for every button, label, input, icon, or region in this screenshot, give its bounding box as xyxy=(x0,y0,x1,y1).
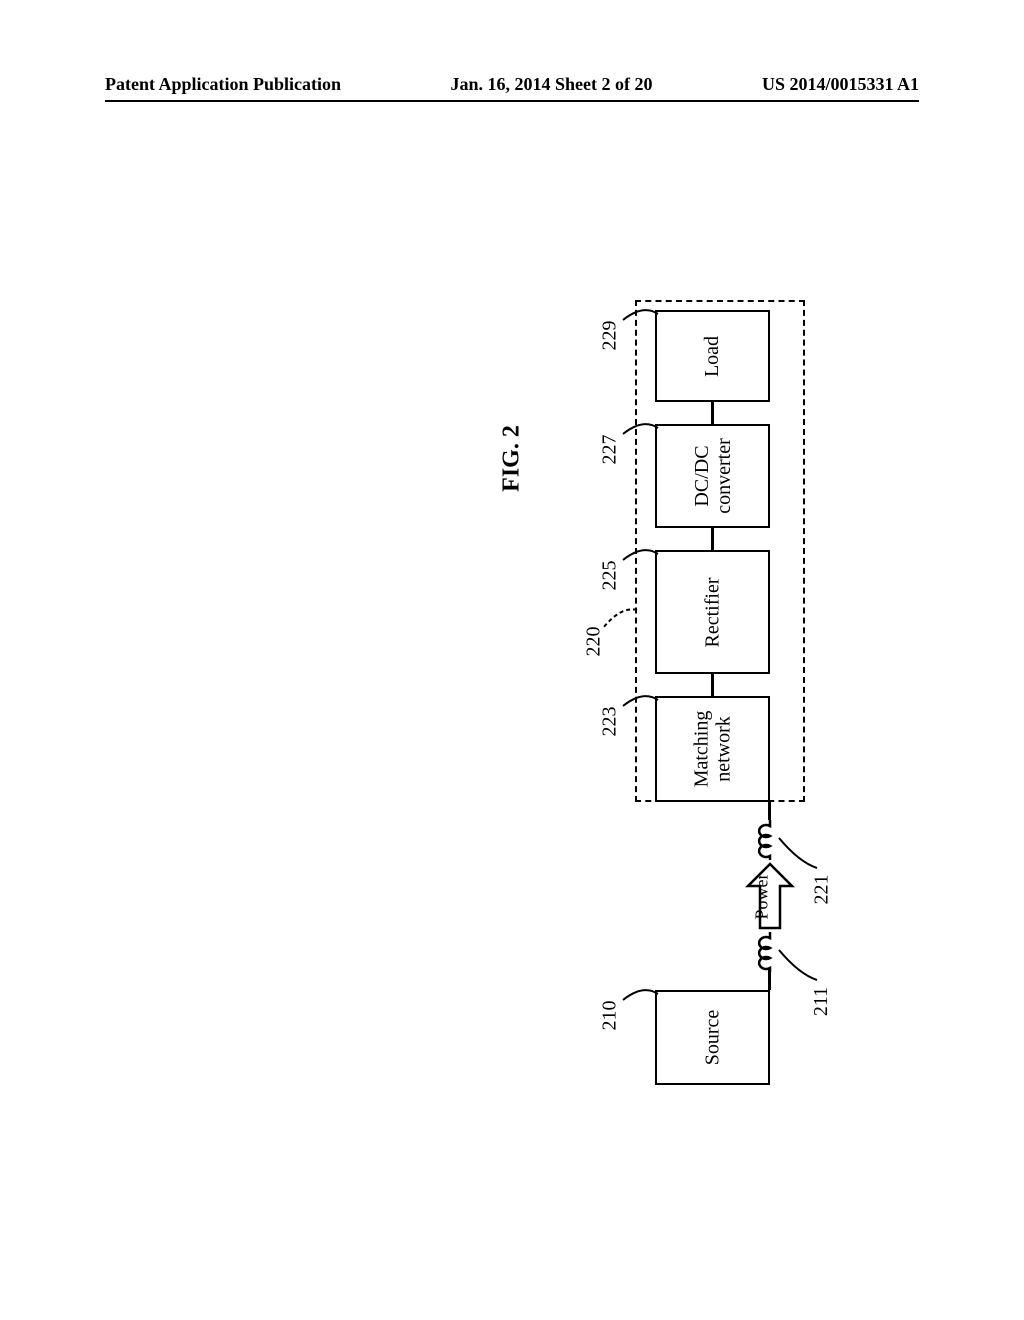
block-rectifier: Rectifier xyxy=(655,550,770,674)
ref-223: 223 xyxy=(599,707,622,737)
header-right: US 2014/0015331 A1 xyxy=(762,74,919,95)
header-left: Patent Application Publication xyxy=(105,74,341,95)
block-source: Source xyxy=(655,990,770,1085)
figure-title: FIG. 2 xyxy=(499,425,526,492)
ref-221: 221 xyxy=(811,875,834,905)
ref-229: 229 xyxy=(599,321,622,351)
ref-210: 210 xyxy=(599,1001,622,1031)
leader-211 xyxy=(777,946,821,986)
block-load: Load xyxy=(655,310,770,402)
wire-dcdc-load xyxy=(711,402,714,424)
wire-coil-to-matching xyxy=(768,800,771,820)
block-source-label: Source xyxy=(701,1010,724,1066)
ref-220: 220 xyxy=(583,627,606,657)
block-dcdc: DC/DCconverter xyxy=(655,424,770,528)
figure-area: FIG. 2 Source 210 211 Power xyxy=(105,180,919,1200)
header-center: Jan. 16, 2014 Sheet 2 of 20 xyxy=(451,74,653,95)
ref-227: 227 xyxy=(599,435,622,465)
block-dcdc-label: DC/DCconverter xyxy=(690,438,734,514)
leader-221 xyxy=(777,834,821,874)
header-rule xyxy=(105,100,919,102)
power-label: Power xyxy=(752,874,773,920)
wire-rectifier-dcdc xyxy=(711,528,714,550)
ref-225: 225 xyxy=(599,561,622,591)
block-rectifier-label: Rectifier xyxy=(701,577,724,647)
page-header: Patent Application Publication Jan. 16, … xyxy=(0,74,1024,95)
wire-matching-rectifier xyxy=(711,674,714,696)
ref-211: 211 xyxy=(810,987,833,1016)
block-diagram: Source 210 211 Power xyxy=(535,310,835,1100)
block-matching-label: Matchingnetwork xyxy=(691,711,735,788)
block-matching: Matchingnetwork xyxy=(655,696,770,802)
block-load-label: Load xyxy=(701,335,724,376)
